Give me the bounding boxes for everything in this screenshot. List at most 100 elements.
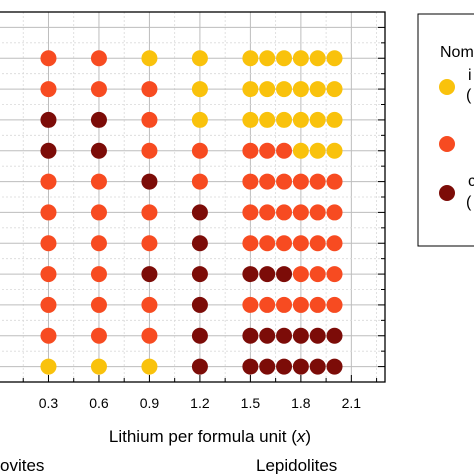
- group-label-left: ovites: [0, 456, 44, 474]
- data-point-yellow: [40, 358, 57, 375]
- data-point-orange: [309, 204, 326, 221]
- data-point-darkred: [292, 327, 309, 344]
- data-point-orange: [191, 173, 208, 190]
- data-point-orange: [326, 204, 343, 221]
- data-point-orange: [191, 142, 208, 159]
- data-point-orange: [292, 235, 309, 252]
- data-point-yellow: [276, 50, 293, 67]
- data-point-darkred: [40, 142, 57, 159]
- data-point-yellow: [259, 111, 276, 128]
- data-point-orange: [309, 235, 326, 252]
- data-point-yellow: [242, 111, 259, 128]
- data-point-orange: [90, 235, 107, 252]
- x-tick-label: 0.9: [140, 395, 160, 411]
- data-point-darkred: [40, 111, 57, 128]
- data-point-yellow: [292, 50, 309, 67]
- data-point-orange: [40, 173, 57, 190]
- legend-title: Nom: [440, 44, 474, 61]
- data-point-yellow: [292, 142, 309, 159]
- x-tick-label: 1.8: [291, 395, 311, 411]
- gridlines: [0, 12, 385, 382]
- data-point-darkred: [259, 266, 276, 283]
- data-point-yellow: [259, 81, 276, 98]
- data-point-yellow: [309, 81, 326, 98]
- data-point-yellow: [292, 81, 309, 98]
- data-point-orange: [40, 81, 57, 98]
- data-point-yellow: [276, 111, 293, 128]
- data-point-orange: [90, 204, 107, 221]
- x-tick-label: 2.1: [342, 395, 362, 411]
- data-point-orange: [90, 81, 107, 98]
- data-point-darkred: [259, 327, 276, 344]
- data-point-orange: [259, 204, 276, 221]
- data-point-yellow: [309, 111, 326, 128]
- legend-label-3b: (: [466, 194, 472, 211]
- data-point-darkred: [276, 358, 293, 375]
- data-point-darkred: [242, 358, 259, 375]
- data-point-darkred: [191, 235, 208, 252]
- data-point-orange: [242, 142, 259, 159]
- data-point-yellow: [90, 358, 107, 375]
- data-point-orange: [90, 327, 107, 344]
- data-point-orange: [141, 327, 158, 344]
- data-point-orange: [292, 204, 309, 221]
- data-point-darkred: [292, 358, 309, 375]
- legend-marker-darkred: [439, 185, 455, 201]
- data-point-orange: [141, 142, 158, 159]
- data-point-orange: [141, 296, 158, 313]
- data-point-yellow: [276, 81, 293, 98]
- data-point-yellow: [141, 50, 158, 67]
- group-label-right: Lepidolites: [256, 456, 337, 474]
- data-point-yellow: [191, 81, 208, 98]
- x-tick-label: 1.2: [190, 395, 210, 411]
- data-point-orange: [40, 266, 57, 283]
- data-point-orange: [259, 296, 276, 313]
- data-point-orange: [326, 173, 343, 190]
- data-point-darkred: [242, 327, 259, 344]
- data-point-orange: [259, 173, 276, 190]
- data-point-orange: [90, 50, 107, 67]
- x-tick-label: 1.5: [241, 395, 261, 411]
- x-tick-label: 0.6: [89, 395, 109, 411]
- legend-label-1b: (: [466, 87, 472, 104]
- data-point-orange: [40, 327, 57, 344]
- data-point-yellow: [242, 50, 259, 67]
- x-tick-label: 0.3: [39, 395, 59, 411]
- data-point-orange: [292, 296, 309, 313]
- data-point-orange: [292, 266, 309, 283]
- data-point-darkred: [141, 173, 158, 190]
- data-point-darkred: [90, 142, 107, 159]
- data-point-yellow: [326, 50, 343, 67]
- legend-box: [417, 13, 474, 247]
- data-point-orange: [292, 173, 309, 190]
- data-point-orange: [141, 204, 158, 221]
- data-point-yellow: [326, 142, 343, 159]
- data-point-darkred: [326, 358, 343, 375]
- data-point-orange: [276, 235, 293, 252]
- data-point-darkred: [309, 327, 326, 344]
- data-point-darkred: [259, 358, 276, 375]
- data-point-orange: [141, 81, 158, 98]
- data-point-orange: [242, 204, 259, 221]
- data-point-orange: [40, 50, 57, 67]
- data-point-orange: [242, 235, 259, 252]
- data-point-orange: [326, 266, 343, 283]
- data-point-orange: [259, 142, 276, 159]
- data-point-yellow: [292, 111, 309, 128]
- data-point-orange: [90, 296, 107, 313]
- data-point-orange: [276, 173, 293, 190]
- data-point-yellow: [309, 50, 326, 67]
- data-point-orange: [90, 173, 107, 190]
- data-point-orange: [40, 235, 57, 252]
- data-point-darkred: [276, 266, 293, 283]
- data-point-yellow: [141, 358, 158, 375]
- legend-marker-yellow: [439, 79, 455, 95]
- x-axis-label: Lithium per formula unit (x): [109, 427, 311, 446]
- data-point-darkred: [191, 327, 208, 344]
- data-point-yellow: [259, 50, 276, 67]
- data-point-orange: [40, 204, 57, 221]
- data-point-darkred: [309, 358, 326, 375]
- data-point-orange: [90, 266, 107, 283]
- data-point-darkred: [90, 111, 107, 128]
